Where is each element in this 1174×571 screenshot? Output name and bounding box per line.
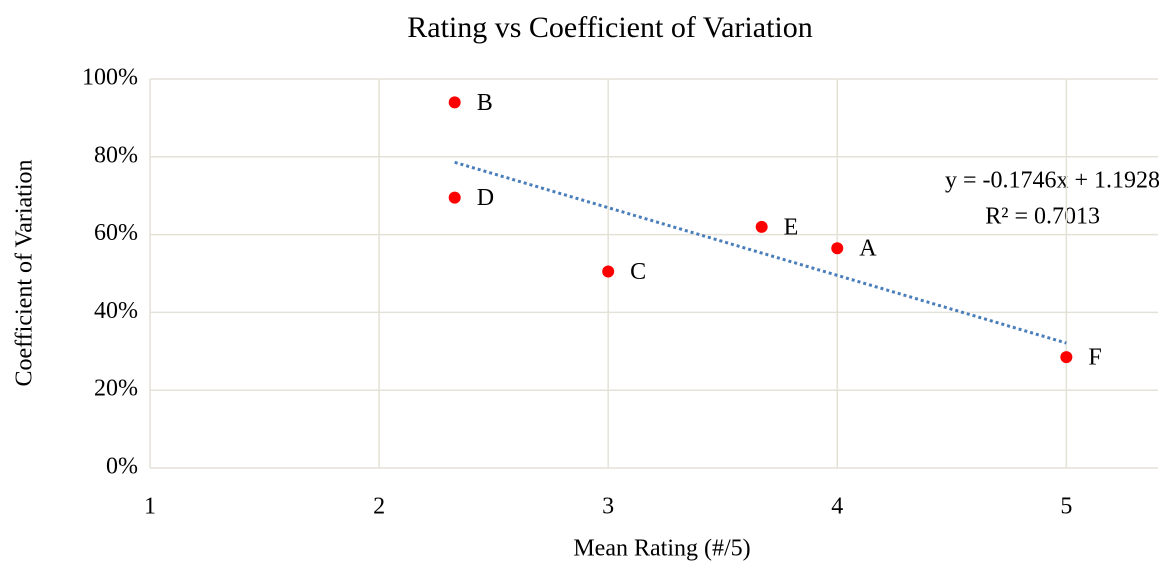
point-label: A — [859, 236, 877, 262]
point — [602, 265, 615, 278]
point — [831, 242, 844, 255]
point-label: C — [630, 259, 646, 285]
trendline — [454, 160, 1067, 345]
point-label: B — [477, 90, 493, 116]
point-label: D — [477, 185, 494, 211]
y-tick-label: 60% — [94, 220, 138, 246]
y-tick-label: 0% — [106, 454, 138, 480]
r-squared: R² = 0.7013 — [985, 204, 1100, 230]
y-tick-label: 40% — [94, 298, 138, 324]
point — [1060, 351, 1073, 364]
y-tick-label: 20% — [94, 376, 138, 402]
x-tick-label: 5 — [1060, 494, 1072, 520]
x-axis-title: Mean Rating (#/5) — [573, 536, 750, 562]
point-label: E — [784, 214, 799, 240]
y-tick-label: 80% — [94, 142, 138, 168]
y-tick-label: 100% — [82, 65, 138, 91]
x-tick-label: 2 — [373, 494, 385, 520]
chart-title: Rating vs Coefficient of Variation — [407, 11, 812, 44]
trendline-equation: y = -0.1746x + 1.1928 — [945, 168, 1160, 194]
point — [448, 191, 461, 204]
x-tick-label: 4 — [831, 494, 843, 520]
point — [448, 96, 461, 109]
x-tick-label: 3 — [602, 494, 614, 520]
y-axis-title: Coefficient of Variation — [12, 159, 38, 386]
point — [755, 220, 768, 233]
point-label: F — [1088, 345, 1101, 371]
x-tick-label: 1 — [144, 494, 156, 520]
